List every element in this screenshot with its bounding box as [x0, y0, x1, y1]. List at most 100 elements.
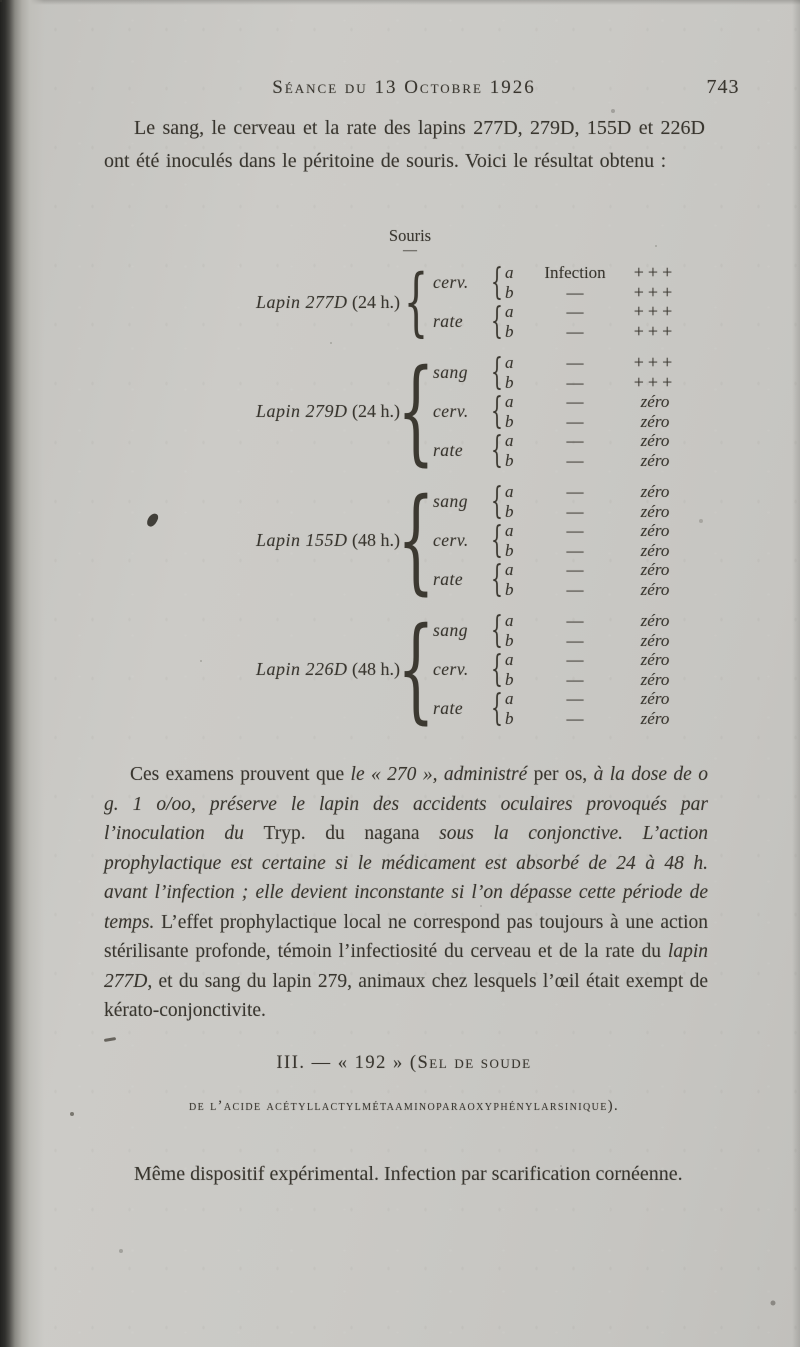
ditto-dash: —	[566, 669, 584, 689]
mouse-row: b — zéro	[505, 502, 689, 522]
mouse-row: a — zéro	[505, 611, 689, 631]
mouse-letter: b	[505, 501, 514, 521]
pen-mark	[103, 1036, 117, 1043]
mice-rows: a — zéro b — zéro	[505, 689, 689, 728]
organ-name: sang	[433, 362, 469, 382]
mouse-row: b — zéro	[505, 631, 689, 651]
organ-name: cerv.	[433, 659, 469, 679]
scan-right-edge-shadow	[792, 0, 800, 1347]
lapin-group: Lapin 277D (24 h.){cerv.{a Infection +++ b —…	[204, 259, 689, 345]
organ-list: sang{a — zéro b — zéro cerv.{a — zéro b — zéro rate{…	[427, 482, 689, 599]
inner-brace: {	[491, 609, 503, 651]
ditto-dash: —	[566, 560, 584, 579]
result-value: zéro	[640, 630, 670, 650]
mice-rows: a Infection +++ b — +++	[505, 262, 689, 302]
organ-name: sang	[433, 491, 469, 511]
mouse-letter: b	[505, 282, 514, 302]
mouse-row: b — +++	[505, 321, 689, 342]
lapin-label: Lapin 155D (48 h.)	[204, 530, 405, 551]
outer-brace: {	[397, 345, 435, 477]
section-heading: III. — « 192 » (Sel de soude de l’acide …	[104, 1053, 704, 1115]
result-value: zéro	[640, 560, 670, 579]
mouse-letter: a	[505, 611, 514, 630]
result-value: zéro	[640, 611, 670, 630]
section-heading-line1: III. — « 192 » (Sel de soude	[276, 1053, 532, 1073]
lapin-label-delay: (48 h.)	[347, 530, 400, 550]
organ-name: rate	[433, 569, 464, 589]
mouse-letter: b	[505, 708, 514, 728]
organ-name: cerv.	[433, 530, 469, 550]
mouse-letter: b	[505, 579, 514, 599]
organ-row: sang {a — zéro b — zéro	[427, 482, 689, 521]
organ-name: sang	[433, 620, 469, 640]
mice-rows: a — zéro b — zéro	[505, 611, 689, 650]
mouse-letter: b	[505, 411, 514, 431]
page-title: Séance du 13 Octobre 1926	[272, 77, 536, 98]
organ-row: cerv. {a — zéro b — zéro	[427, 650, 689, 689]
table-column-header: Souris —	[368, 226, 452, 258]
result-value: zéro	[640, 689, 670, 708]
mouse-letter: a	[505, 689, 514, 708]
ditto-dash: —	[566, 353, 584, 372]
ditto-dash: —	[566, 411, 584, 431]
conclusion-segment: lapin 277D	[104, 941, 708, 992]
mouse-row: b — zéro	[505, 451, 689, 471]
inner-brace: {	[491, 390, 503, 432]
organ-list: sang{a — zéro b — zéro cerv.{a — zéro b — zéro rate{…	[427, 611, 689, 728]
ditto-dash: —	[566, 392, 584, 411]
lapin-label: Lapin 226D (48 h.)	[204, 659, 405, 680]
organ-row: cerv. {a — zéro b — zéro	[427, 521, 689, 560]
section-heading-line2: de l’acide acétyllactylmétaaminoparaoxyp…	[189, 1098, 619, 1114]
paper-specks	[0, 0, 2, 2]
organ-name: cerv.	[433, 272, 469, 292]
ditto-dash: —	[566, 630, 584, 650]
mouse-row: a — zéro	[505, 521, 689, 541]
mouse-letter: a	[505, 560, 514, 579]
ditto-dash: —	[566, 540, 584, 560]
outer-brace: {	[403, 259, 429, 345]
lapin-group: Lapin 279D (24 h.){sang{a — +++ b — +++ cerv.{…	[204, 345, 689, 477]
outer-brace: {	[397, 474, 435, 606]
mouse-letter: a	[505, 302, 514, 321]
result-value: +++	[633, 281, 677, 302]
inner-brace: {	[491, 480, 503, 522]
mouse-row: a — zéro	[505, 431, 689, 451]
mouse-row: a — zéro	[505, 392, 689, 412]
mice-rows: a — zéro b — zéro	[505, 560, 689, 599]
result-value: zéro	[640, 540, 670, 560]
result-value: zéro	[640, 650, 670, 669]
mouse-letter: b	[505, 450, 514, 470]
organ-name: rate	[433, 440, 464, 460]
organ-name: rate	[433, 311, 464, 331]
inner-brace: {	[491, 687, 503, 729]
result-value: zéro	[640, 482, 670, 501]
mouse-row: b — zéro	[505, 670, 689, 690]
ditto-dash: —	[566, 611, 584, 630]
mouse-letter: a	[505, 482, 514, 501]
mice-rows: a — zéro b — zéro	[505, 482, 689, 521]
ditto-dash: —	[566, 431, 584, 450]
lapin-label-name: Lapin 279D	[255, 401, 348, 421]
inner-brace: {	[491, 261, 503, 303]
ditto-dash: —	[566, 450, 584, 470]
organ-name: cerv.	[433, 401, 469, 421]
ditto-dash: —	[566, 372, 584, 392]
mouse-row: b — zéro	[505, 541, 689, 561]
inner-brace: {	[491, 429, 503, 471]
ditto-dash: —	[566, 321, 584, 341]
lapin-label-delay: (24 h.)	[347, 291, 400, 312]
mouse-row: a — zéro	[505, 650, 689, 670]
souris-dash: —	[403, 243, 417, 258]
mice-rows: a — +++ b — +++	[505, 301, 689, 342]
mouse-row: a — +++	[505, 301, 689, 322]
mouse-letter: b	[505, 321, 514, 341]
mouse-row: b — zéro	[505, 709, 689, 729]
result-value: zéro	[640, 708, 670, 728]
result-value: zéro	[640, 411, 670, 431]
lapin-label-name: Lapin 155D	[255, 530, 348, 550]
mice-rows: a — zéro b — zéro	[505, 392, 689, 431]
organ-list: sang{a — +++ b — +++ cerv.{a — zéro b — zéro rate{a —…	[427, 352, 689, 471]
result-value: +++	[633, 352, 677, 372]
inner-brace: {	[491, 519, 503, 561]
mouse-row: b — zéro	[505, 580, 689, 600]
